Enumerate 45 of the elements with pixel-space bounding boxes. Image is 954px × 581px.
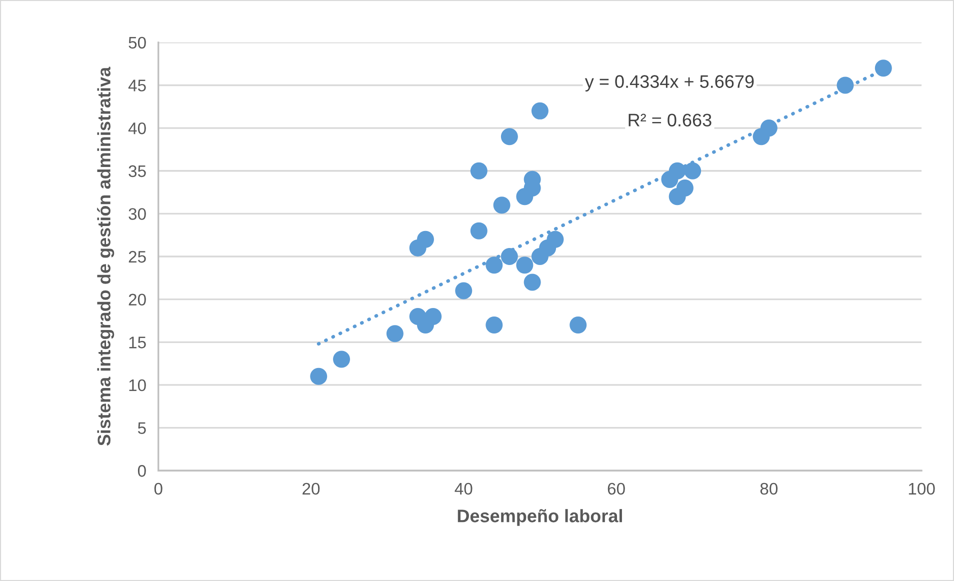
x-tick-label: 100 (908, 482, 935, 495)
point (546, 230, 564, 248)
point (500, 248, 518, 266)
point (486, 316, 503, 334)
y-tick-label: 5 (138, 422, 146, 434)
point (500, 128, 518, 146)
x-tick-label: 0 (154, 482, 162, 495)
y-tick-label: 15 (129, 336, 146, 348)
y-tick-label: 30 (128, 208, 146, 220)
y-tick-label: 40 (128, 122, 146, 134)
point (493, 196, 510, 214)
point (570, 316, 587, 334)
x-tick-label: 20 (302, 482, 320, 495)
y-tick-label: 20 (128, 294, 146, 306)
point (524, 274, 541, 291)
point (386, 325, 404, 342)
point (874, 60, 892, 77)
point (455, 282, 472, 300)
point (531, 102, 548, 120)
point (424, 308, 442, 325)
point (668, 162, 686, 180)
point (486, 256, 503, 274)
annotation: R² = 0.663 (628, 114, 712, 126)
y-tick-label: 0 (138, 465, 146, 477)
y-tick-label: 45 (128, 80, 146, 92)
x-tick-label: 80 (760, 482, 778, 495)
x-axis-title: Desempeño laboral (458, 509, 622, 526)
point (470, 162, 488, 180)
point (676, 179, 694, 197)
point (836, 76, 854, 94)
y-tick-label: 35 (128, 165, 146, 178)
point (516, 256, 534, 274)
point (333, 350, 350, 368)
annotation: y = 0.4334x + 5.6679 (584, 75, 754, 92)
y-tick-label: 10 (129, 379, 146, 392)
point (416, 230, 434, 248)
y-tick-label: 25 (128, 250, 146, 263)
x-tick-label: 40 (454, 482, 472, 495)
point (684, 162, 702, 180)
y-axis-title: Sistema integrado de gestión administrativa (97, 66, 114, 446)
point (470, 222, 488, 240)
point (310, 368, 328, 385)
point (760, 120, 778, 137)
y-tick-label: 50 (128, 36, 146, 49)
x-tick-label: 60 (608, 482, 625, 495)
